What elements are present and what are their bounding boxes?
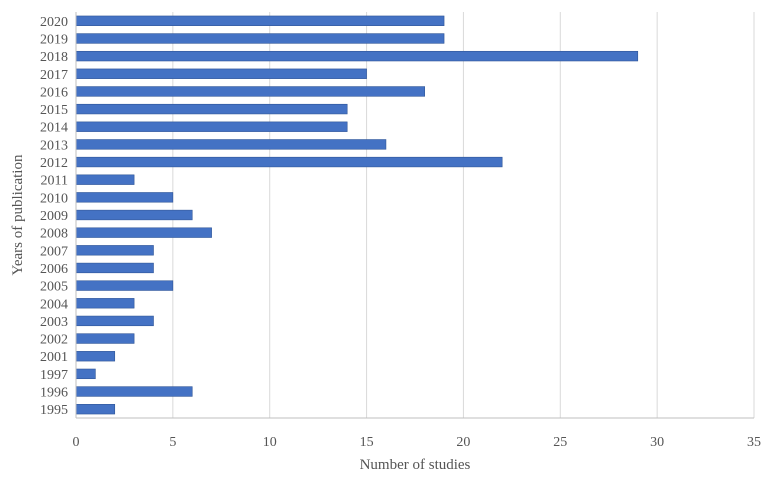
y-tick-label-2011: 2011 [41,174,68,189]
bar-2011 [75,174,135,185]
y-tick-label-2017: 2017 [40,68,68,83]
y-tick-label-2008: 2008 [40,227,68,242]
y-tick-label-2006: 2006 [40,262,68,277]
y-tick-label-2010: 2010 [40,191,68,206]
gridlines [172,12,755,418]
y-tick-label-2013: 2013 [40,138,68,153]
y-tick-labels: 2020 2019 2018 2017 2016 2015 2014 2013 2012 2011… [40,15,68,418]
x-tick-label-0: 0 [73,435,80,450]
x-tick-label-35: 35 [747,435,761,450]
bars [75,15,639,415]
y-tick-label-2014: 2014 [40,121,68,136]
bar-2007 [75,245,154,256]
bar-2004 [75,298,135,309]
x-tick-label-20: 20 [456,435,470,450]
x-tick-label-30: 30 [650,435,664,450]
x-tick-labels: 0 5 10 15 20 25 30 35 [73,435,762,450]
bar-1996 [75,386,193,397]
bar-2002 [75,333,135,344]
y-tick-label-2019: 2019 [40,32,68,47]
y-tick-label-2009: 2009 [40,209,68,224]
x-tick-label-15: 15 [360,435,374,450]
y-tick-label-2016: 2016 [40,85,68,100]
x-tick-label-10: 10 [263,435,277,450]
y-tick-label-2002: 2002 [40,333,68,348]
bar-2019 [75,33,445,44]
y-tick-label-1996: 1996 [40,386,68,401]
y-tick-label-2004: 2004 [40,297,68,312]
bar-2012 [75,156,503,168]
bar-2003 [75,315,154,327]
bar-2009 [75,209,193,221]
bar-2014 [75,121,348,132]
bar-2010 [75,192,174,203]
bar-2018 [75,50,639,62]
y-axis-title: Years of publication [10,154,26,275]
y-tick-label-2012: 2012 [40,156,68,171]
bar-2020 [75,15,445,26]
y-tick-label-2003: 2003 [40,315,68,330]
bar-2005 [75,280,174,291]
bar-2006 [75,262,154,274]
y-tick-label-1997: 1997 [40,368,68,383]
bar-1997 [75,368,96,380]
bar-2001 [75,351,116,362]
bar-2008 [75,227,212,238]
x-tick-label-25: 25 [553,435,567,450]
y-tick-label-2018: 2018 [40,50,68,65]
y-tick-label-2001: 2001 [40,350,68,365]
bar-2013 [75,139,387,150]
x-tick-label-5: 5 [169,435,176,450]
bar-1995 [75,404,116,415]
y-tick-label-1995: 1995 [40,403,68,418]
x-axis-title: Number of studies [360,457,471,473]
y-tick-label-2015: 2015 [40,103,68,118]
bar-2016 [75,86,425,97]
bar-2017 [75,68,367,79]
y-tick-label-2007: 2007 [40,244,68,259]
bar-2015 [75,103,348,115]
y-tick-label-2005: 2005 [40,280,68,295]
y-tick-label-2020: 2020 [40,15,68,30]
